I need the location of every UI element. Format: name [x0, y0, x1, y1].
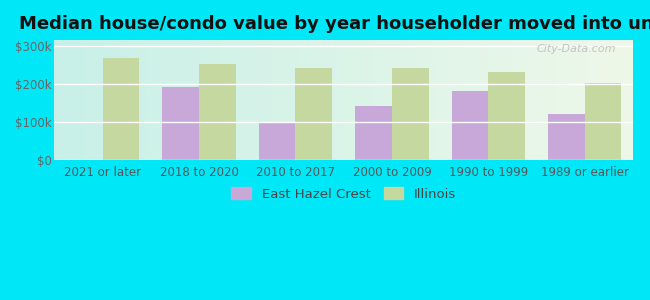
Bar — [296, 68, 332, 160]
Bar — [585, 83, 621, 160]
Bar — [548, 113, 585, 160]
Bar — [259, 122, 296, 160]
Legend: East Hazel Crest, Illinois: East Hazel Crest, Illinois — [226, 182, 462, 206]
Bar — [199, 64, 236, 160]
Bar — [452, 91, 488, 160]
Bar — [488, 72, 525, 160]
Bar — [356, 106, 392, 160]
Bar — [162, 87, 199, 160]
Title: Median house/condo value by year householder moved into unit: Median house/condo value by year househo… — [19, 15, 650, 33]
Bar — [103, 58, 139, 160]
Text: City-Data.com: City-Data.com — [536, 44, 616, 54]
Bar — [392, 68, 428, 160]
